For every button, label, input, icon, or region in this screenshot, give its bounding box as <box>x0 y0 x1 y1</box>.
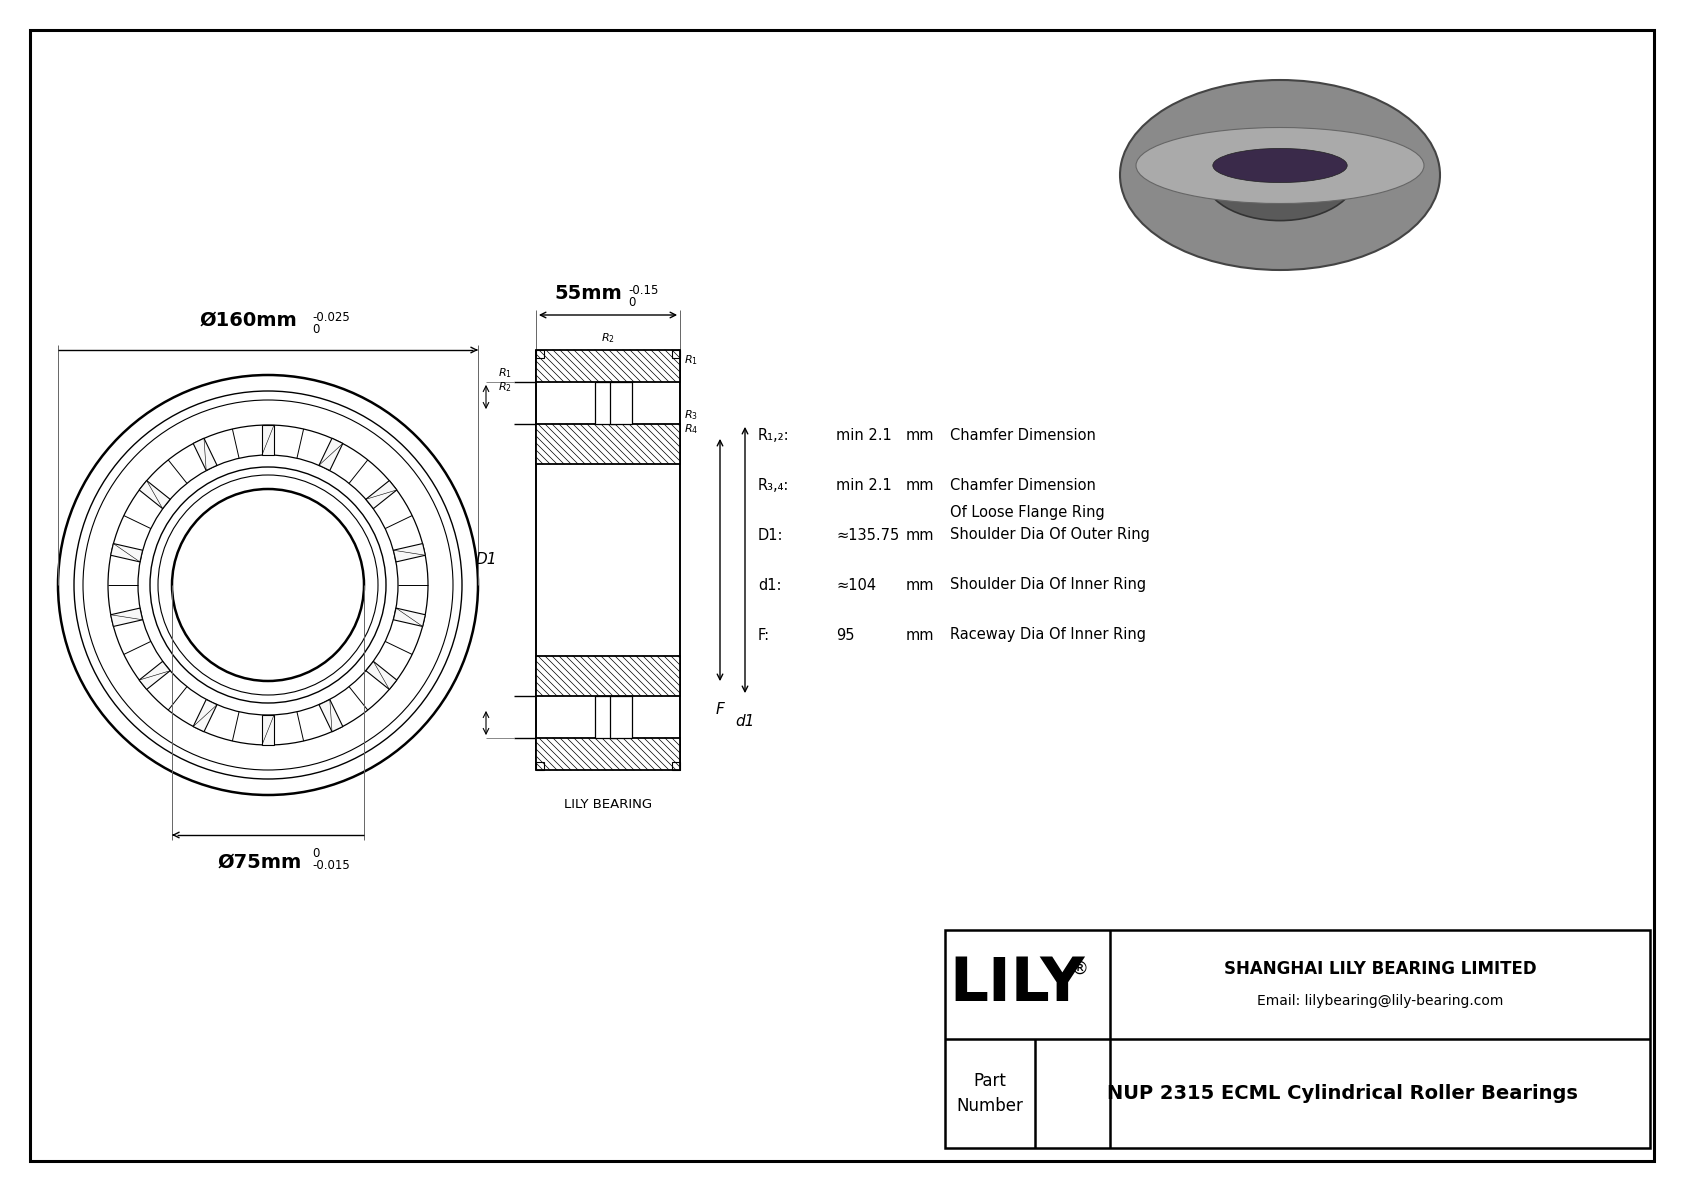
Text: ≈104: ≈104 <box>835 578 876 592</box>
Text: -0.15: -0.15 <box>628 283 658 297</box>
Bar <box>594 382 616 424</box>
Text: Of Loose Flange Ring: Of Loose Flange Ring <box>950 505 1105 520</box>
Text: d1: d1 <box>736 713 754 729</box>
Text: mm: mm <box>906 528 935 542</box>
Text: 0: 0 <box>312 847 320 860</box>
Text: Shoulder Dia Of Inner Ring: Shoulder Dia Of Inner Ring <box>950 578 1147 592</box>
Bar <box>610 382 632 424</box>
Polygon shape <box>394 543 426 562</box>
Polygon shape <box>263 715 274 746</box>
Bar <box>672 762 680 771</box>
Text: Ø160mm: Ø160mm <box>199 311 296 330</box>
Text: NUP 2315 ECML Cylindrical Roller Bearings: NUP 2315 ECML Cylindrical Roller Bearing… <box>1106 1084 1578 1103</box>
Text: $R_1$: $R_1$ <box>684 353 697 367</box>
Bar <box>536 656 680 696</box>
Text: mm: mm <box>906 478 935 493</box>
Bar <box>945 930 1650 1148</box>
Text: mm: mm <box>906 628 935 642</box>
Text: min 2.1: min 2.1 <box>835 478 893 493</box>
Bar <box>536 738 680 771</box>
Text: -0.015: -0.015 <box>312 859 350 872</box>
Polygon shape <box>394 609 426 626</box>
Polygon shape <box>194 438 217 470</box>
Bar <box>536 350 680 382</box>
Text: $R_3$: $R_3$ <box>684 409 697 422</box>
Text: Chamfer Dimension: Chamfer Dimension <box>950 478 1096 493</box>
Ellipse shape <box>1212 149 1347 182</box>
Polygon shape <box>318 438 344 470</box>
Polygon shape <box>111 543 143 562</box>
Bar <box>536 350 544 358</box>
Text: R₁,₂:: R₁,₂: <box>758 428 790 443</box>
Text: F:: F: <box>758 628 770 642</box>
Text: LILY BEARING: LILY BEARING <box>564 798 652 811</box>
Text: mm: mm <box>906 428 935 443</box>
Text: D1: D1 <box>475 553 497 567</box>
Polygon shape <box>365 661 397 690</box>
Text: 95: 95 <box>835 628 854 642</box>
Text: SHANGHAI LILY BEARING LIMITED: SHANGHAI LILY BEARING LIMITED <box>1224 960 1536 978</box>
Polygon shape <box>111 609 143 626</box>
Polygon shape <box>140 661 170 690</box>
Text: Part
Number: Part Number <box>957 1072 1024 1115</box>
Text: Ø75mm: Ø75mm <box>217 853 301 872</box>
Ellipse shape <box>1202 130 1357 220</box>
Ellipse shape <box>1120 80 1440 270</box>
Polygon shape <box>263 425 274 455</box>
Text: $R_1$: $R_1$ <box>498 366 512 380</box>
Bar <box>672 350 680 358</box>
Text: ®: ® <box>1071 960 1088 978</box>
Text: 0: 0 <box>628 297 635 308</box>
Text: R₃,₄:: R₃,₄: <box>758 478 790 493</box>
Text: mm: mm <box>906 578 935 592</box>
Bar <box>536 762 544 771</box>
Text: 0: 0 <box>312 323 320 336</box>
Text: -0.025: -0.025 <box>312 311 350 324</box>
Text: d1:: d1: <box>758 578 781 592</box>
Bar <box>594 696 616 738</box>
Text: Shoulder Dia Of Outer Ring: Shoulder Dia Of Outer Ring <box>950 528 1150 542</box>
Text: Email: lilybearing@lily-bearing.com: Email: lilybearing@lily-bearing.com <box>1256 993 1504 1008</box>
Text: Raceway Dia Of Inner Ring: Raceway Dia Of Inner Ring <box>950 628 1147 642</box>
Text: $R_2$: $R_2$ <box>601 331 615 345</box>
Text: $R_4$: $R_4$ <box>684 422 699 436</box>
Text: LILY: LILY <box>950 955 1084 1014</box>
Bar <box>536 424 680 464</box>
Polygon shape <box>318 699 344 731</box>
Polygon shape <box>140 480 170 509</box>
Bar <box>610 696 632 738</box>
Text: $R_2$: $R_2$ <box>498 380 512 394</box>
Ellipse shape <box>1137 127 1425 204</box>
Text: 55mm: 55mm <box>554 283 621 303</box>
Polygon shape <box>365 480 397 509</box>
Polygon shape <box>194 699 217 731</box>
Text: Chamfer Dimension: Chamfer Dimension <box>950 428 1096 443</box>
Text: D1:: D1: <box>758 528 783 542</box>
Text: min 2.1: min 2.1 <box>835 428 893 443</box>
Text: ≈135.75: ≈135.75 <box>835 528 899 542</box>
Text: F: F <box>716 701 724 717</box>
